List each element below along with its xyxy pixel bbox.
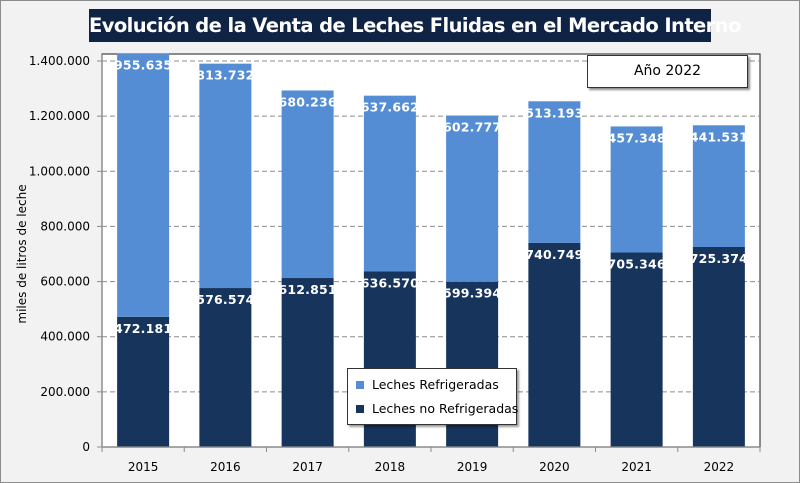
bar-refrigeradas-2015 [117, 53, 170, 317]
data-label: 705.346 [607, 257, 665, 272]
bar-no-refrigeradas-2021 [610, 252, 663, 447]
y-tick-label: 1.000.000 [29, 164, 90, 178]
x-tick-label: 2015 [128, 460, 159, 474]
x-tick-label: 2016 [210, 460, 241, 474]
data-label: 740.749 [525, 247, 583, 262]
y-tick-label: 1.200.000 [29, 109, 90, 123]
legend-label: Leches Refrigeradas [372, 377, 499, 392]
data-label: 725.374 [690, 251, 748, 266]
data-label: 576.574 [196, 292, 254, 307]
chart-title: Evolución de la Venta de Leches Fluidas … [89, 9, 741, 42]
bar-no-refrigeradas-2022 [692, 247, 745, 447]
y-tick-label: 600.000 [40, 275, 90, 289]
y-tick-label: 0 [82, 440, 90, 454]
year-annotation: Año 2022 [587, 55, 748, 88]
legend-swatch-refrigeradas [356, 380, 364, 389]
data-label: 813.732 [196, 68, 254, 83]
legend-label: Leches no Refrigeradas [372, 401, 519, 416]
bar-refrigeradas-2020 [528, 101, 581, 243]
bar-refrigeradas-2022 [692, 125, 745, 248]
data-label: 612.851 [278, 282, 336, 297]
bar-refrigeradas-2019 [446, 115, 499, 282]
y-axis-label: miles de litros de leche [15, 184, 29, 323]
data-label: 472.181 [114, 321, 172, 336]
data-label: 441.531 [690, 129, 748, 144]
y-tick-label: 400.000 [40, 330, 90, 344]
x-tick-label: 2021 [621, 460, 652, 474]
y-tick-label: 1.400.000 [29, 54, 90, 68]
data-label: 680.236 [278, 94, 336, 109]
data-label: 599.394 [443, 286, 501, 301]
y-tick-label: 200.000 [40, 385, 90, 399]
bar-no-refrigeradas-2020 [528, 242, 581, 447]
x-tick-label: 2019 [457, 460, 488, 474]
y-tick-label: 800.000 [40, 219, 90, 233]
bar-refrigeradas-2017 [281, 90, 334, 279]
legend: Leches Refrigeradas Leches no Refrigerad… [347, 368, 518, 425]
bar-no-refrigeradas-2016 [199, 288, 252, 447]
data-label: 602.777 [443, 120, 501, 135]
x-tick-label: 2022 [704, 460, 735, 474]
x-tick-label: 2020 [539, 460, 570, 474]
data-label: 955.635 [114, 57, 172, 72]
x-tick-label: 2017 [292, 460, 323, 474]
legend-item-no-refrigeradas: Leches no Refrigeradas [356, 401, 518, 416]
legend-item-refrigeradas: Leches Refrigeradas [356, 377, 499, 392]
data-label: 513.193 [525, 105, 583, 120]
bar-refrigeradas-2016 [199, 63, 252, 289]
bar-refrigeradas-2021 [610, 126, 663, 253]
legend-swatch-no-refrigeradas [356, 404, 364, 413]
x-tick-label: 2018 [375, 460, 406, 474]
data-label: 636.570 [361, 275, 419, 290]
bar-refrigeradas-2018 [363, 95, 416, 272]
data-label: 457.348 [607, 130, 665, 145]
bar-no-refrigeradas-2017 [281, 278, 334, 447]
data-label: 637.662 [361, 100, 419, 115]
bar-no-refrigeradas-2015 [117, 316, 170, 447]
